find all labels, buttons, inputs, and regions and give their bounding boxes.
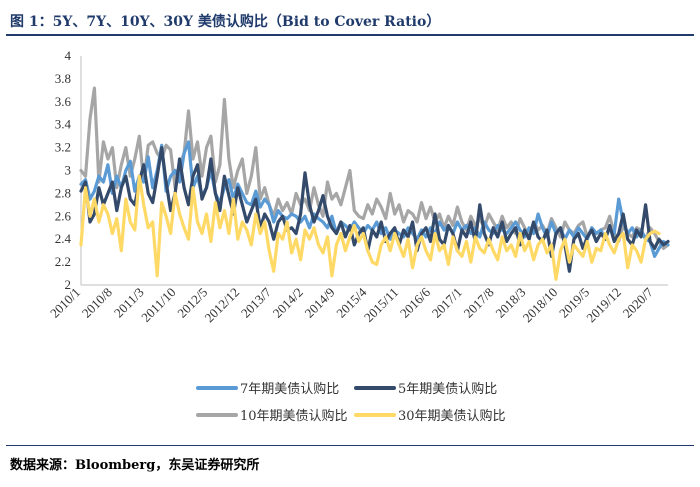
y-tick-label: 3.4 <box>55 117 72 132</box>
x-tick-label: 2015/11 <box>361 285 401 325</box>
y-tick-label: 2.4 <box>55 231 72 246</box>
y-tick-label: 2.8 <box>55 185 71 200</box>
footer-divider <box>6 445 694 446</box>
y-tick-label: 3.2 <box>55 140 71 155</box>
series-line-4 <box>79 174 661 281</box>
series-line-2 <box>79 146 670 273</box>
x-tick-label: 2014/9 <box>301 285 337 321</box>
x-tick-label: 2012/12 <box>201 285 242 326</box>
y-tick-label: 3.6 <box>55 94 72 109</box>
y-tick-label: 2.2 <box>55 254 71 269</box>
x-tick-label: 2013/7 <box>238 284 274 320</box>
x-tick-label: 2017/8 <box>461 285 497 321</box>
y-tick-label: 4 <box>65 48 72 63</box>
page-title: 图 1：5Y、7Y、10Y、30Y 美债认购比（Bid to Cover Rat… <box>10 14 441 30</box>
legend-label: 7年期美债认购比 <box>240 381 339 397</box>
data-source: 数据来源：Bloomberg，东吴证券研究所 <box>10 458 260 473</box>
x-tick-label: 2011/10 <box>138 285 178 325</box>
y-tick-label: 3 <box>65 163 72 178</box>
x-tick-label: 2020/7 <box>620 284 656 320</box>
series-line-1 <box>79 140 670 258</box>
x-tick-label: 2016/6 <box>397 284 433 320</box>
x-tick-label: 2019/12 <box>583 285 624 326</box>
x-tick-label: 2017/1 <box>429 285 465 321</box>
y-tick-label: 3.8 <box>55 71 71 86</box>
bid-to-cover-chart: 22.22.42.62.833.23.43.63.842010/12010/82… <box>47 48 670 424</box>
title-bar: 图 1：5Y、7Y、10Y、30Y 美债认购比（Bid to Cover Rat… <box>6 8 694 36</box>
x-tick-label: 2018/10 <box>520 285 561 326</box>
x-tick-label: 2010/8 <box>79 285 115 321</box>
x-tick-label: 2014/2 <box>270 285 306 321</box>
legend-label: 30年期美债认购比 <box>398 408 506 424</box>
y-tick-label: 2 <box>65 277 72 292</box>
legend-label: 10年期美债认购比 <box>240 408 348 424</box>
legend-label: 5年期美债认购比 <box>398 381 497 397</box>
y-tick-label: 2.6 <box>55 208 72 223</box>
